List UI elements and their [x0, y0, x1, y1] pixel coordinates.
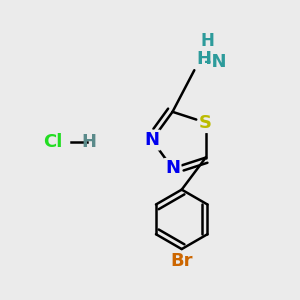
Text: H: H [200, 32, 214, 50]
Text: N: N [145, 131, 160, 149]
Text: -N: -N [204, 53, 227, 71]
Text: Cl: Cl [43, 133, 63, 151]
Text: N: N [165, 159, 180, 177]
Text: S: S [199, 114, 212, 132]
Text: Br: Br [170, 252, 193, 270]
Text: H: H [196, 50, 211, 68]
Text: H: H [81, 133, 96, 151]
